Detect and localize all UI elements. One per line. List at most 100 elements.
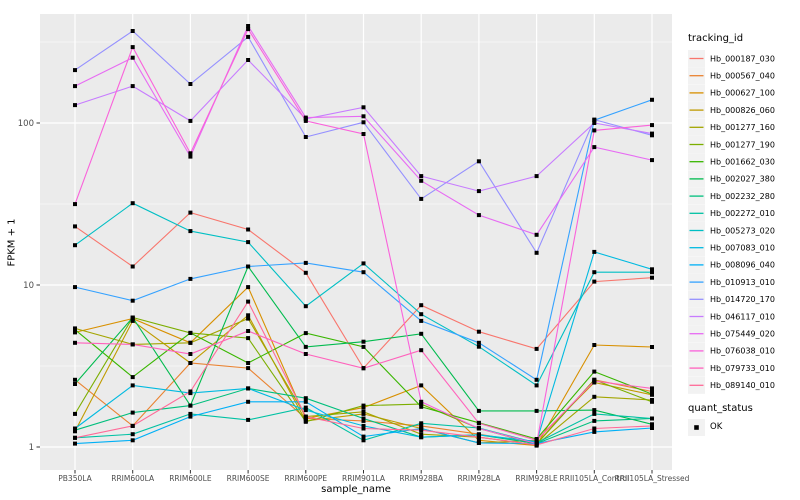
data-point: [534, 438, 539, 443]
data-point: [303, 304, 308, 309]
data-point: [130, 55, 135, 60]
data-point: [534, 442, 539, 447]
data-point: [188, 352, 193, 356]
data-point: [534, 250, 539, 255]
data-point: [650, 275, 654, 280]
data-point: [73, 435, 77, 440]
data-point: [419, 174, 424, 179]
data-point: [73, 84, 77, 89]
data-point: [476, 432, 481, 437]
legend-label: Hb_079733_010: [710, 364, 775, 373]
legend-title-tracking-id: tracking_id: [688, 33, 744, 44]
data-point: [361, 114, 366, 119]
data-point: [650, 386, 654, 391]
data-point: [419, 331, 424, 336]
data-point: [592, 379, 597, 384]
data-point: [361, 403, 366, 408]
data-point: [303, 135, 308, 139]
data-point: [361, 423, 366, 428]
data-point: [130, 315, 135, 320]
data-point: [650, 267, 654, 272]
data-point: [246, 285, 251, 290]
data-point: [246, 58, 251, 62]
data-point: [130, 201, 135, 206]
data-point: [361, 409, 366, 414]
x-axis-title: sample_name: [321, 484, 391, 495]
data-point: [188, 361, 193, 365]
legend-label: Hb_001277_160: [710, 123, 775, 132]
data-point: [246, 264, 251, 269]
data-point: [188, 210, 193, 215]
data-point: [303, 396, 308, 401]
legend-label: Hb_001662_030: [710, 158, 775, 167]
legend-title-quant-status: quant_status: [688, 403, 753, 414]
data-point: [130, 45, 135, 50]
legend-label: Hb_075449_020: [710, 330, 775, 339]
data-point: [188, 330, 193, 335]
data-point: [303, 260, 308, 265]
data-point: [73, 68, 77, 73]
data-point: [246, 361, 251, 365]
data-point: [130, 432, 135, 437]
data-point: [130, 375, 135, 380]
data-point: [303, 419, 308, 424]
data-point: [303, 331, 308, 336]
data-point: [650, 270, 654, 275]
data-point: [246, 313, 251, 318]
data-point: [130, 383, 135, 388]
data-point: [419, 423, 424, 428]
data-point: [246, 34, 251, 39]
data-point: [361, 261, 366, 266]
data-point: [188, 389, 193, 394]
data-point: [419, 196, 424, 201]
data-point: [650, 399, 654, 404]
data-point: [361, 418, 366, 423]
data-point: [419, 348, 424, 353]
data-point: [476, 340, 481, 345]
legend-label: Hb_002272_010: [710, 209, 775, 218]
data-point: [592, 426, 597, 431]
data-point: [592, 411, 597, 416]
data-point: [650, 416, 654, 421]
data-point: [419, 178, 424, 183]
data-point: [650, 389, 654, 394]
x-tick-label: RRIM600PE: [284, 474, 327, 483]
data-point: [188, 151, 193, 156]
data-point: [534, 232, 539, 237]
legend-label: Hb_046117_010: [710, 312, 775, 321]
data-point: [361, 411, 366, 416]
data-point: [419, 435, 424, 440]
data-point: [419, 383, 424, 388]
data-point: [476, 329, 481, 334]
data-point: [650, 426, 654, 430]
data-point: [73, 202, 77, 207]
x-tick-label: RRII105LA_Stressed: [615, 474, 690, 483]
x-tick-label: PB350LA: [58, 474, 92, 483]
x-tick-label: RRIM928BA: [399, 474, 444, 483]
data-point: [303, 115, 308, 120]
legend-label: Hb_002027_380: [710, 175, 775, 184]
data-point: [361, 344, 366, 349]
data-point: [73, 243, 77, 248]
data-point: [650, 345, 654, 349]
x-tick-label: RRIM928LE: [515, 474, 558, 483]
data-point: [73, 411, 77, 416]
data-point: [534, 408, 539, 413]
data-point: [188, 276, 193, 281]
data-point: [650, 123, 654, 128]
data-point: [476, 213, 481, 218]
data-point: [650, 131, 654, 136]
data-point: [592, 394, 597, 399]
data-point: [188, 411, 193, 416]
data-point: [592, 128, 597, 133]
data-point: [130, 84, 135, 89]
data-point: [246, 417, 251, 422]
data-point: [476, 344, 481, 349]
x-tick-label: RRIM600LA: [111, 474, 155, 483]
data-point: [130, 318, 135, 323]
data-point: [188, 414, 193, 419]
data-point: [650, 392, 654, 397]
data-point: [419, 421, 424, 426]
